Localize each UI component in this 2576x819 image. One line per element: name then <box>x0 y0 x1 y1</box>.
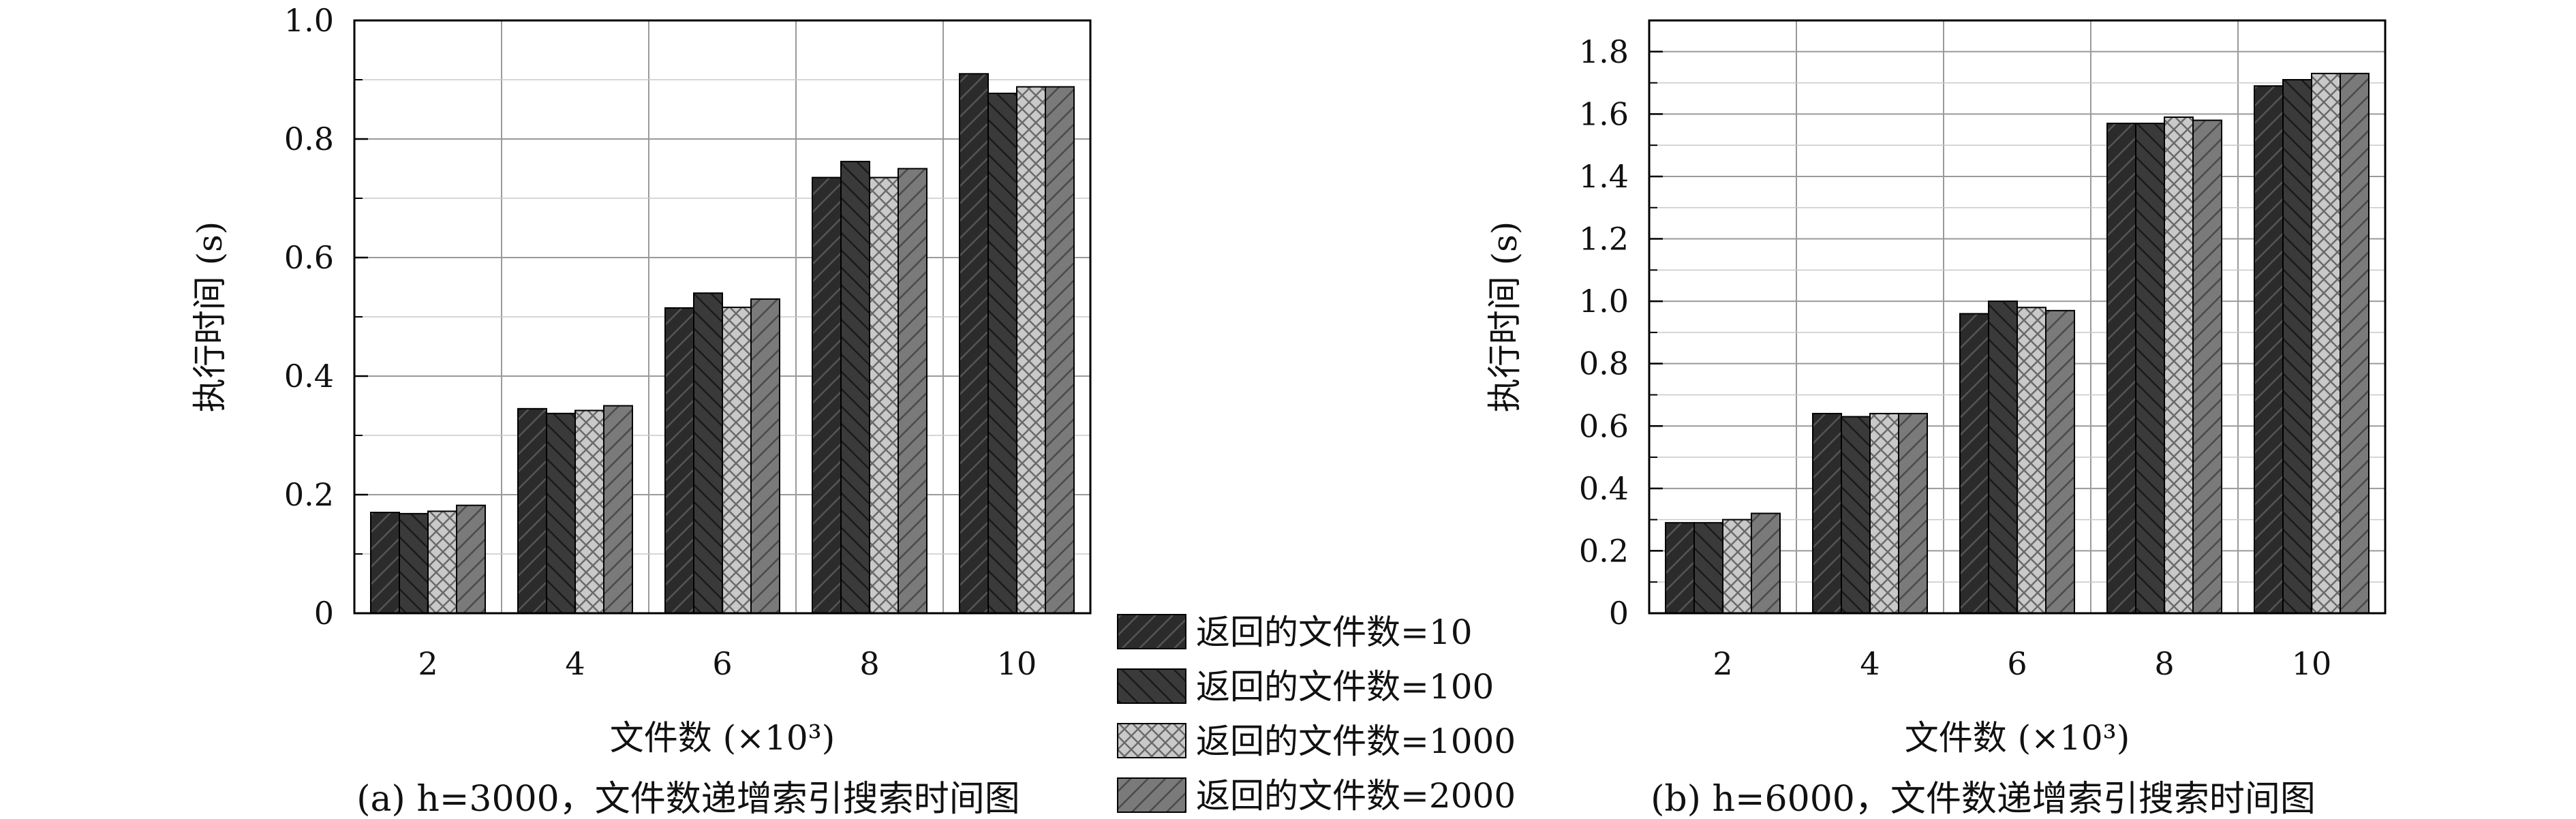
chart-a-x-tick-label: 8 <box>859 645 879 682</box>
chart-a-bar-1000-8 <box>869 176 899 614</box>
chart-a-x-tick-label: 10 <box>997 645 1037 682</box>
chart-b-bar-100-2 <box>1693 522 1723 614</box>
chart-b-x-tick-label: 8 <box>2154 645 2174 682</box>
chart-a-bar-10-8 <box>812 176 842 614</box>
chart-a-bar-1000-10 <box>1016 86 1046 614</box>
chart-b: 0 0.2 0.4 0.6 0.8 1.0 1.2 1.4 1.6 1.8 2 4 6 8 10 执行时间 … <box>1485 19 2387 819</box>
chart-b-bar-100-10 <box>2282 79 2312 614</box>
chart-a-x-tick-label: 6 <box>712 645 732 682</box>
chart-b-bar-100-4 <box>1841 416 1871 614</box>
chart-a-caption: (a) h=3000，文件数递增索引搜索时间图 <box>356 779 1020 819</box>
chart-b-y-tick-label: 0.6 <box>1579 407 1629 444</box>
chart-b-y-tick-label: 0.4 <box>1579 470 1629 507</box>
chart-b-y-tick-label: 1.2 <box>1579 221 1629 258</box>
chart-b-x-axis-label: 文件数 (×10³) <box>1905 718 2130 758</box>
legend-swatch-2000 <box>1117 777 1186 813</box>
chart-b-x-tick-label: 2 <box>1713 645 1732 682</box>
chart-a-y-tick-label: 1.0 <box>284 2 334 39</box>
chart-b-bar-2000-6 <box>2045 309 2075 614</box>
chart-b-y-tick-label: 0.2 <box>1579 532 1629 569</box>
chart-a-bar-100-10 <box>987 93 1017 614</box>
chart-b-bar-1000-8 <box>2164 116 2194 614</box>
chart-b-bars <box>1665 72 2370 615</box>
chart-b-bar-100-8 <box>2135 123 2165 614</box>
chart-b-bar-2000-4 <box>1898 412 1928 615</box>
chart-b-y-tick-label: 1.6 <box>1579 95 1629 132</box>
chart-b-bar-10-4 <box>1812 412 1842 615</box>
chart-a-y-axis-label: 执行时间 (s) <box>190 221 230 413</box>
chart-a-x-tick-label: 4 <box>565 645 585 682</box>
chart-a-y-tick-label: 0.2 <box>284 476 334 513</box>
chart-b-bar-10-6 <box>1959 313 1989 614</box>
legend-label-1000: 返回的文件数=1000 <box>1196 722 1516 761</box>
chart-b-bar-10-8 <box>2106 123 2136 614</box>
chart-a-bar-100-4 <box>546 412 576 614</box>
chart-b-y-tick-label: 1.4 <box>1579 158 1629 195</box>
chart-b-ticks: 0 0.2 0.4 0.6 0.8 1.0 1.2 1.4 1.6 1.8 2 4 6 8 10 <box>1579 33 2331 682</box>
chart-b-y-tick-label: 1.8 <box>1579 33 1629 70</box>
chart-b-x-tick-label: 4 <box>1860 645 1880 682</box>
chart-b-caption: (b) h=6000，文件数递增索引搜索时间图 <box>1651 779 2316 819</box>
chart-a-y-tick-label: 0.4 <box>284 358 334 395</box>
chart-b-bar-10-2 <box>1665 522 1695 614</box>
chart-b-y-tick-label: 1.0 <box>1579 283 1629 320</box>
chart-b-x-tick-label: 6 <box>2007 645 2027 682</box>
chart-a-y-tick-label: 0.8 <box>284 121 334 157</box>
chart-b-x-tick-label: 10 <box>2292 645 2332 682</box>
chart-a-bar-1000-6 <box>722 307 752 614</box>
chart-a-bar-2000-4 <box>603 405 633 614</box>
chart-a: 0 0.2 0.4 0.6 0.8 1.0 2 4 6 8 10 执行时间 (s) 文件数 (×10… <box>190 2 1092 819</box>
chart-a-bar-2000-6 <box>750 298 780 614</box>
chart-b-bar-10-10 <box>2254 85 2284 614</box>
legend-swatch-100 <box>1117 668 1186 704</box>
chart-a-bar-10-2 <box>370 512 400 614</box>
chart-a-bar-10-6 <box>664 307 694 614</box>
chart-b-bar-2000-8 <box>2192 119 2222 615</box>
legend-label-10: 返回的文件数=10 <box>1196 613 1473 652</box>
chart-a-bar-10-4 <box>517 407 547 614</box>
chart-b-bar-2000-10 <box>2340 72 2370 614</box>
legend-swatch-1000 <box>1117 723 1186 758</box>
chart-a-bar-100-6 <box>693 292 723 614</box>
chart-a-bar-100-8 <box>840 161 870 614</box>
chart-b-bar-1000-6 <box>2017 307 2046 614</box>
chart-b-bar-1000-4 <box>1869 412 1899 615</box>
chart-a-bars <box>370 73 1075 615</box>
chart-a-x-axis-label: 文件数 (×10³) <box>610 718 835 758</box>
chart-a-bar-1000-4 <box>574 409 604 615</box>
chart-a-bar-10-10 <box>959 73 989 615</box>
chart-b-bar-1000-2 <box>1722 519 1752 615</box>
chart-b-y-tick-label: 0 <box>1609 595 1629 632</box>
legend-label-2000: 返回的文件数=2000 <box>1196 776 1516 816</box>
chart-a-x-tick-label: 2 <box>418 645 438 682</box>
chart-a-bar-2000-2 <box>456 504 486 614</box>
chart-b-y-axis-label: 执行时间 (s) <box>1485 221 1524 413</box>
chart-a-y-tick-label: 0.6 <box>284 239 334 276</box>
chart-b-y-tick-label: 0.8 <box>1579 345 1629 382</box>
chart-a-ticks: 0 0.2 0.4 0.6 0.8 1.0 2 4 6 8 10 <box>284 2 1037 682</box>
legend-swatch-10 <box>1117 614 1186 649</box>
chart-a-bar-1000-2 <box>427 510 457 614</box>
chart-a-bar-100-2 <box>399 512 429 615</box>
chart-b-bar-100-6 <box>1988 300 2018 614</box>
chart-a-y-tick-label: 0 <box>314 595 334 632</box>
chart-a-bar-2000-8 <box>898 168 927 614</box>
chart-b-bar-2000-2 <box>1751 512 1781 615</box>
chart-b-bar-1000-10 <box>2311 72 2341 614</box>
chart-a-bar-2000-10 <box>1045 86 1075 614</box>
legend-label-100: 返回的文件数=100 <box>1196 667 1494 707</box>
legend: 返回的文件数=10 返回的文件数=100 返回的文件数=1000 返回的文件数=… <box>1117 613 1516 816</box>
